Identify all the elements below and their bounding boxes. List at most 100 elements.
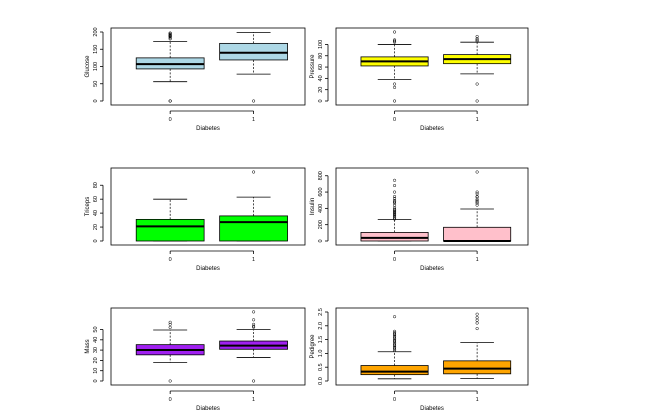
y-tick-label: 20: [93, 357, 99, 363]
outlier-point: [475, 192, 479, 196]
y-tick-label: 2.0: [318, 322, 324, 330]
y-tick-label: 40: [93, 337, 99, 343]
x-tick-label: 1: [252, 257, 255, 263]
outlier-point: [252, 318, 256, 322]
y-tick-label: 30: [93, 347, 99, 353]
x-axis-label: Diabetes: [196, 266, 220, 272]
box-1: [443, 312, 512, 379]
plot-frame: [110, 307, 306, 386]
y-tick-label: 50: [93, 326, 99, 332]
panel-mass: 0 10 20 30 40 50 Mass 0 1 Diabetes: [85, 307, 306, 412]
outlier-point: [393, 207, 397, 211]
box-0: [135, 198, 205, 242]
outlier-point: [168, 32, 172, 36]
x-tick-label: 1: [476, 257, 479, 263]
outlier-point: [252, 322, 256, 326]
x-tick-label: 0: [393, 117, 396, 123]
outlier-point: [252, 379, 256, 383]
y-tick-label: 200: [93, 27, 99, 36]
outlier-point: [393, 214, 397, 218]
y-tick-label: 1.5: [318, 336, 324, 344]
y-axis-label: Pressure: [310, 54, 316, 79]
y-tick-label: 400: [318, 204, 324, 213]
y-tick-label: 50: [93, 81, 99, 87]
panel-pedigree: 0.0 0.5 1.0 1.5 2.0 2.5 Pedigree 0 1 Diabetes: [310, 307, 529, 412]
outlier-point: [393, 203, 397, 207]
outlier-point: [168, 99, 172, 103]
y-axis-label: Pedigree: [310, 334, 316, 359]
y-tick-label: 20: [318, 87, 324, 93]
y-tick-label: 10: [93, 368, 99, 374]
x-tick-label: 1: [252, 397, 255, 403]
y-axis-label: Glucose: [85, 55, 91, 78]
x-tick-label: 0: [169, 117, 172, 123]
x-tick-label: 1: [476, 397, 479, 403]
outlier-point: [475, 190, 479, 194]
outlier-point: [252, 324, 256, 328]
outlier-point: [393, 82, 397, 86]
plot-frame: [110, 27, 306, 106]
box-iqr: [360, 232, 429, 242]
outlier-point: [475, 34, 479, 39]
outlier-point: [475, 312, 479, 316]
y-tick-label: 0: [318, 99, 324, 102]
box-0: [360, 30, 429, 103]
box-1: [443, 170, 512, 242]
box-iqr: [219, 215, 288, 242]
outlier-point: [252, 170, 256, 174]
outlier-point: [252, 99, 256, 103]
y-tick-label: 200: [318, 220, 324, 229]
plot-frame: [335, 307, 529, 386]
y-tick-label: 150: [93, 45, 99, 54]
outlier-point: [475, 37, 479, 41]
box-iqr: [443, 360, 512, 375]
y-tick-label: 2.5: [318, 308, 324, 316]
box-0: [135, 31, 205, 103]
outlier-point: [475, 82, 479, 86]
outlier-point: [393, 30, 397, 34]
x-axis-label: Diabetes: [420, 266, 444, 272]
y-tick-label: 800: [318, 171, 324, 180]
y-tick-label: 60: [93, 196, 99, 202]
outlier-point: [393, 329, 397, 333]
y-axis-label: Triceps: [85, 197, 91, 216]
y-axis-label: Insulin: [310, 198, 316, 215]
outlier-point: [168, 379, 172, 383]
box-1: [219, 310, 288, 383]
box-iqr: [219, 42, 288, 61]
outlier-point: [393, 315, 397, 319]
outlier-point: [475, 327, 479, 331]
x-tick-label: 0: [393, 397, 396, 403]
y-tick-label: 0: [93, 379, 99, 382]
x-tick-label: 1: [252, 117, 255, 123]
box-0: [360, 315, 429, 380]
y-tick-label: 80: [318, 53, 324, 59]
outlier-point: [393, 212, 397, 216]
y-tick-label: 80: [93, 182, 99, 188]
box-0: [135, 320, 205, 383]
box-1: [443, 34, 512, 103]
panel-glucose: 0 50 100 150 200 Glucose 0 1 Diabetes: [85, 27, 306, 132]
y-tick-label: 0: [93, 99, 99, 102]
plot-frame: [110, 167, 306, 246]
outlier-point: [168, 31, 172, 35]
y-tick-label: 0.5: [318, 363, 324, 371]
outlier-point: [393, 216, 397, 220]
outlier-point: [475, 99, 479, 103]
outlier-point: [393, 194, 397, 199]
y-tick-label: 20: [93, 224, 99, 230]
outlier-point: [393, 39, 397, 43]
outlier-point: [393, 183, 397, 188]
outlier-point: [475, 38, 479, 42]
y-tick-label: 40: [318, 75, 324, 81]
outlier-point: [393, 208, 397, 212]
box-0: [360, 178, 429, 242]
outlier-point: [168, 322, 172, 326]
outlier-point: [475, 39, 479, 43]
box-1: [219, 31, 288, 103]
outlier-point: [475, 203, 479, 207]
panel-triceps: 0 20 40 60 80 Triceps 0 1 Diabetes: [85, 167, 306, 272]
y-tick-label: 1.0: [318, 350, 324, 358]
y-tick-label: 100: [93, 62, 99, 71]
